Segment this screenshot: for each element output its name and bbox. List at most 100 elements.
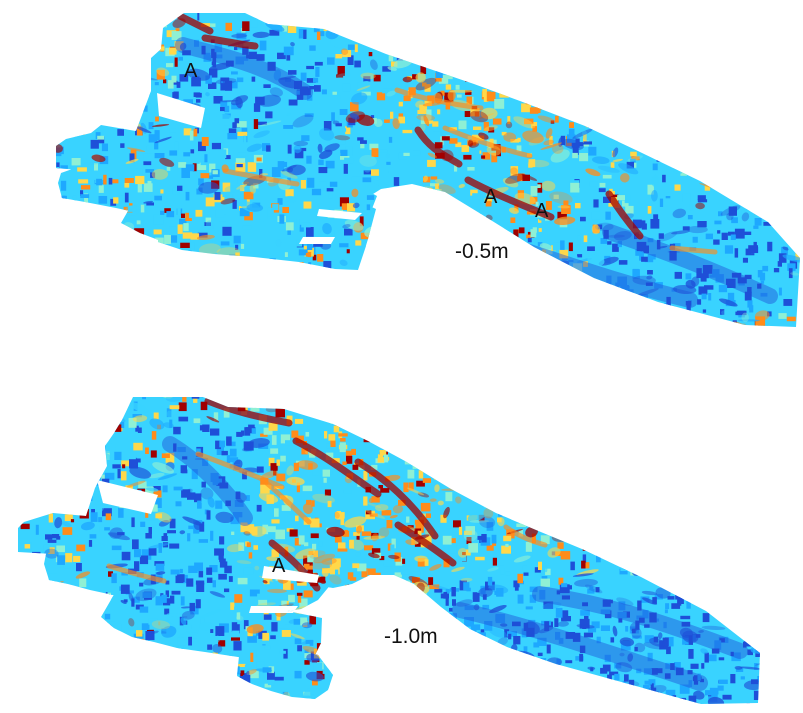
panel-bottom-heat-cell: [534, 567, 541, 573]
panel-bottom-heat-blob: [69, 421, 91, 425]
panel-top-heat-cell: [558, 310, 568, 321]
panel-bottom-heat-cell: [229, 457, 239, 463]
panel-top-heat-cell: [752, 102, 756, 108]
panel-top-white-gap-1: [157, 93, 205, 128]
panel-bottom-heat-cell: [629, 687, 638, 695]
panel-bottom-heat-cell: [611, 705, 618, 712]
panel-top-heat-cell: [181, 168, 190, 178]
panel-top-heat-blob: [205, 220, 215, 231]
panel-bottom-heat-cell: [659, 532, 665, 541]
panel-bottom-heat-cell: [53, 427, 63, 438]
panel-top-heat-cell: [118, 265, 128, 271]
panel-top-heat-cell: [397, 227, 406, 231]
panel-bottom-heat-cell: [481, 534, 487, 543]
panel-bottom-heat-cell: [724, 546, 729, 555]
panel-bottom-heat-cell: [486, 522, 494, 531]
panel-top-heat-cell: [682, 60, 692, 70]
panel-top-heat-cell: [209, 68, 218, 78]
panel-bottom-heat-cell: [612, 431, 616, 441]
panel-top-heat-cell: [269, 258, 276, 265]
panel-top-heat-blob: [300, 275, 308, 285]
panel-bottom-heat-cell: [772, 541, 781, 549]
panel-top-heat-cell: [71, 158, 81, 166]
panel-top-heat-blob: [657, 245, 668, 249]
panel-top-heat-cell: [365, 18, 375, 27]
panel-top-heat-cell: [75, 267, 83, 271]
panel-bottom-heat-cell: [22, 573, 27, 578]
panel-bottom-heat-cell: [134, 666, 142, 677]
panel-top-heat-cell: [752, 132, 763, 138]
panel-bottom-heat-cell: [545, 689, 549, 698]
panel-top-heat-blob: [340, 48, 349, 56]
panel-top-heat-cell: [726, 67, 737, 74]
panel-top-heat-cell: [243, 274, 248, 278]
panel-top-heat-cell: [564, 98, 573, 105]
panel-bottom-heat-cell: [473, 593, 480, 602]
panel-top-heat-cell: [702, 309, 707, 313]
panel-top-heat-cell: [352, 122, 356, 128]
panel-top-heat-cell: [163, 79, 167, 84]
panel-top-heat-cell: [759, 54, 768, 59]
panel-bottom-heat-cell: [106, 630, 113, 637]
panel-top-heat-blob: [575, 292, 595, 306]
panel-top-heat-blob: [159, 157, 175, 167]
panel-bottom-heat-cell: [603, 706, 608, 710]
panel-bottom-heat-blob: [612, 470, 632, 481]
panel-bottom-heat-cell: [63, 457, 72, 465]
panel-bottom-heat-cell: [304, 660, 310, 665]
panel-top-heat-blob: [719, 42, 743, 51]
panel-top-heat-cell: [662, 153, 672, 163]
panel-bottom-heat-blob: [199, 647, 204, 651]
panel-bottom-heat-blob: [677, 700, 694, 704]
panel-bottom-heat-cell: [46, 413, 53, 420]
panel-bottom-heat-cell: [327, 665, 335, 673]
panel-top-heat-cell: [754, 73, 762, 80]
panel-bottom-heat-cell: [638, 512, 644, 519]
panel-bottom-heat-cell: [688, 695, 697, 704]
panel-bottom-heat-cell: [33, 664, 41, 673]
panel-bottom-heat-cell: [470, 449, 475, 458]
panel-bottom-heat-cell: [532, 709, 536, 713]
panel-bottom-heat-cell: [177, 637, 187, 646]
panel-top-heat-cell: [683, 95, 689, 100]
panel-bottom-heat-cell: [25, 401, 29, 408]
panel-bottom-heat-cell: [642, 610, 649, 619]
panel-bottom-heat-cell: [566, 675, 570, 680]
panel-top-heat-blob: [773, 171, 793, 178]
panel-top-heat-cell: [516, 145, 522, 152]
panel-bottom-heat-cell: [472, 400, 478, 408]
panel-top-heat-cell: [521, 48, 529, 54]
panel-top-heat-cell: [347, 44, 358, 50]
panel-top-heat-blob: [689, 92, 712, 106]
panel-bottom-heat-cell: [650, 683, 654, 688]
panel-bottom-heat-cell: [658, 514, 663, 520]
panel-bottom-heat-cell: [154, 561, 165, 566]
panel-top-heat-blob: [720, 205, 741, 216]
panel-bottom-heat-cell: [750, 538, 756, 545]
panel-bottom-heat-cell: [600, 609, 611, 614]
panel-top-heat-cell: [670, 136, 676, 145]
panel-bottom-heat-cell: [295, 515, 299, 522]
panel-bottom-heat-cell: [127, 590, 134, 594]
panel-top-heat-cell: [78, 71, 87, 78]
panel-top-heat-blob: [386, 90, 396, 97]
panel-top-heat-cell: [690, 52, 698, 62]
panel-top-heat-cell: [319, 31, 325, 37]
panel-top-heat-cell: [635, 47, 644, 56]
panel-bottom-heat-cell: [140, 640, 150, 649]
panel-top-heat-cell: [312, 326, 321, 327]
panel-bottom-heat-cell: [725, 447, 735, 455]
panel-top-heat-cell: [98, 196, 108, 204]
panel-bottom-heat-cell: [52, 429, 58, 440]
panel-top-heat-cell: [75, 253, 82, 260]
panel-bottom-heat-cell: [614, 673, 620, 681]
panel-bottom-heat-cell: [680, 425, 684, 433]
panel-bottom-heat-cell: [379, 450, 387, 456]
panel-top-heat-cell: [90, 235, 99, 243]
panel-top-heat-cell: [420, 330, 426, 339]
panel-top-heat-cell: [467, 167, 475, 171]
panel-top-heat-cell: [89, 274, 96, 280]
panel-bottom-heat-cell: [560, 468, 569, 475]
panel-bottom-heat-cell: [52, 534, 60, 539]
panel-top-heat-cell: [373, 74, 381, 82]
